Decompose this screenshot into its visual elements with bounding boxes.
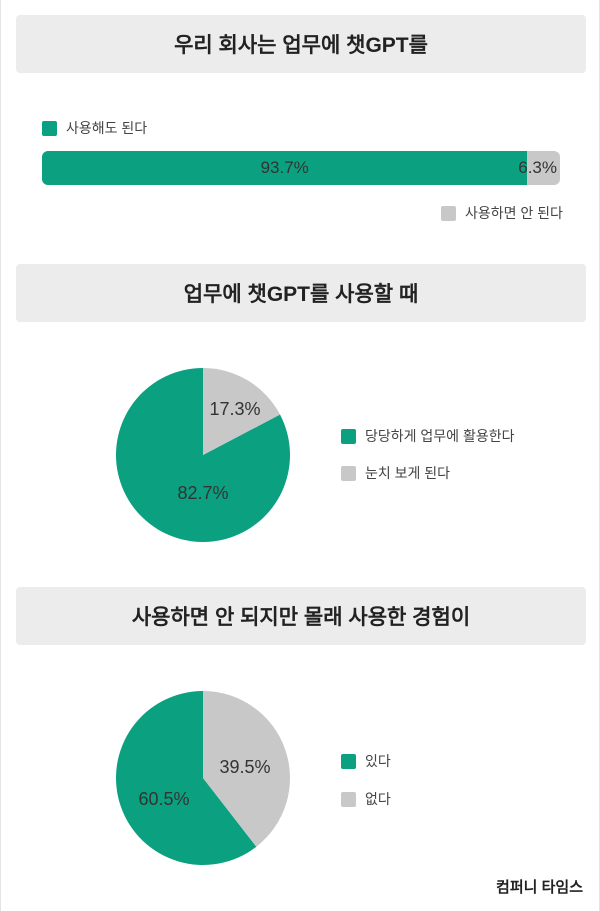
pie-slice [116,368,291,543]
legend-label: 사용하면 안 된다 [465,205,563,221]
legend-item-yes: 있다 [341,751,391,771]
legend-item-openly: 당당하게 업무에 활용한다 [341,426,514,446]
legend-swatch [42,120,57,136]
source-logo: 컴퍼니 타임스 [496,879,583,896]
legend-swatch [341,428,356,444]
pie-slice [203,368,281,455]
legend-label: 당당하게 업무에 활용한다 [365,428,515,444]
legend-item-forbidden: 사용하면 안 된다 [441,203,563,223]
legend-label: 사용해도 된다 [66,120,148,136]
legend-swatch [441,205,456,221]
pie-label: 39.5% [219,757,270,777]
bar-segment-allowed: 93.7% [42,151,528,185]
pie-label: 17.3% [209,399,260,419]
pie-slice [115,691,257,865]
legend-swatch [341,753,356,769]
chart1-title: 우리 회사는 업무에 챗GPT를 [16,15,586,73]
chart3-title: 사용하면 안 되지만 몰래 사용한 경험이 [16,587,586,645]
stacked-bar: 93.7% 6.3% [42,151,560,185]
legend-item-allowed: 사용해도 된다 [42,118,147,138]
legend-label: 눈치 보게 된다 [365,465,451,481]
legend-item-no: 없다 [341,789,391,809]
chart2-title: 업무에 챗GPT를 사용할 때 [16,264,586,322]
legend-label: 없다 [365,791,391,807]
pie-label: 82.7% [177,483,228,503]
bar-label: 6.3% [518,158,557,177]
bar-label: 93.7% [260,158,309,177]
legend-swatch [341,465,356,481]
bar-segment-forbidden: 6.3% [518,151,560,185]
legend-label: 있다 [365,753,391,769]
legend-swatch [341,791,356,807]
pie-slice [203,691,290,847]
pie-label: 60.5% [138,789,189,809]
legend-item-cautious: 눈치 보게 된다 [341,463,450,483]
